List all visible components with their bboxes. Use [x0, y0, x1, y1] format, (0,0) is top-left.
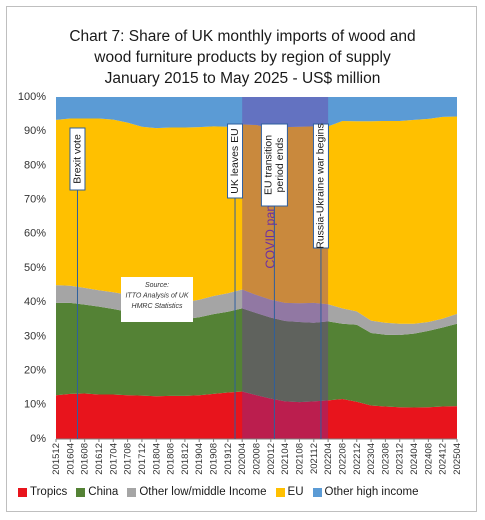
legend-swatch-other-low-middle: [127, 487, 137, 497]
x-tick-label-9: 201812: [180, 443, 191, 475]
legend-swatch-other-high: [312, 487, 322, 497]
x-tick-label-21: 202212: [352, 443, 363, 475]
x-tick-label-27: 202412: [438, 443, 449, 475]
y-tick-1: 10%: [24, 399, 46, 411]
x-tick-label-7: 201804: [151, 443, 162, 475]
title-line-3: January 2015 to May 2025 - US$ million: [104, 70, 381, 87]
x-tick-label-6: 201712: [137, 443, 148, 475]
legend-label-tropics: Tropics: [30, 486, 68, 498]
x-tick-label-11: 201908: [209, 443, 220, 475]
x-tick-label-22: 202304: [366, 443, 377, 475]
x-tick-label-20: 202208: [337, 443, 348, 475]
x-tick-label-13: 202004: [237, 443, 248, 475]
x-tick-label-12: 201912: [223, 443, 234, 475]
x-tick-label-1: 201604: [65, 443, 76, 475]
x-tick-label-15: 202012: [266, 443, 277, 475]
x-tick-label-2: 201608: [80, 443, 91, 475]
x-tick-label-23: 202308: [380, 443, 391, 475]
event-label-transition-0: EU transition: [262, 135, 274, 195]
event-box-leaves: [227, 123, 244, 199]
x-tick-label-10: 201904: [194, 443, 205, 475]
legend-swatch-tropics: [18, 487, 27, 497]
source-box: [121, 277, 193, 322]
area-other-low-middle-income: [56, 285, 457, 336]
area-eu: [56, 116, 457, 324]
x-tick-label-25: 202404: [409, 443, 420, 475]
legend-swatch-china: [76, 487, 86, 497]
x-tick-label-3: 201612: [94, 443, 105, 475]
x-tick-label-0: 201512: [51, 443, 62, 475]
y-tick-8: 80%: [24, 159, 46, 171]
y-tick-3: 30%: [24, 330, 46, 342]
axes: 0%10%20%30%40%50%60%70%80%90%100%201512 2…: [18, 91, 463, 475]
legend-label-china: China: [88, 486, 119, 498]
x-tick-label-17: 202108: [294, 443, 305, 475]
legend-item-other-low-middle: Other low/middle Income: [127, 486, 267, 498]
event-box-brexit: [69, 127, 86, 191]
annotations: Brexit vote UK leaves EU EU transition peri…: [69, 123, 329, 439]
legend: Tropics China Other low/middle Income EU…: [18, 486, 478, 498]
x-tick-label-24: 202312: [395, 443, 406, 475]
area-china: [56, 302, 457, 408]
legend-label-other-low-middle: Other low/middle Income: [139, 486, 267, 498]
y-tick-10: 100%: [18, 91, 46, 103]
event-box-war: [312, 123, 329, 249]
y-tick-9: 90%: [24, 125, 46, 137]
y-tick-7: 70%: [24, 194, 46, 206]
source-line-0: Source:: [145, 282, 169, 289]
x-tick-label-14: 202008: [252, 443, 263, 475]
source-line-2: HMRC Statistics: [132, 303, 183, 310]
event-label-leaves-0: UK leaves EU: [229, 128, 241, 193]
chart-title: Chart 7: Share of UK monthly imports of …: [0, 26, 485, 89]
area-other-high-income: [56, 97, 457, 129]
legend-label-other-high: Other high income: [324, 486, 419, 498]
x-tick-label-5: 201708: [123, 443, 134, 475]
event-box-transition: [260, 123, 288, 207]
y-tick-4: 40%: [24, 296, 46, 308]
y-tick-0: 0%: [30, 433, 46, 445]
x-tick-label-4: 201704: [108, 443, 119, 475]
event-label-brexit-0: Brexit vote: [71, 134, 83, 184]
title-line-1: Chart 7: Share of UK monthly imports of …: [69, 28, 416, 45]
x-tick-label-16: 202104: [280, 443, 291, 475]
area-tropics: [56, 391, 457, 439]
legend-item-eu: EU: [275, 486, 304, 498]
event-label-war-0: Russia-Ukraine war begins: [315, 123, 327, 248]
y-tick-6: 60%: [24, 228, 46, 240]
y-tick-5: 50%: [24, 262, 46, 274]
legend-item-other-high: Other high income: [312, 486, 419, 498]
x-tick-label-26: 202408: [423, 443, 434, 475]
x-tick-label-8: 201808: [166, 443, 177, 475]
x-tick-label-28: 202504: [452, 443, 463, 475]
source-line-1: ITTO Analysis of UK: [125, 293, 188, 300]
legend-swatch-eu: [275, 487, 285, 497]
event-label-transition-1: period ends: [274, 138, 286, 193]
x-tick-label-18: 202112: [309, 443, 320, 474]
title-line-2: wood furniture products by region of sup…: [94, 49, 391, 66]
legend-item-china: China: [76, 486, 118, 498]
legend-item-tropics: Tropics: [18, 486, 67, 498]
legend-label-eu: EU: [287, 486, 304, 498]
area-layers: [56, 97, 457, 439]
y-tick-2: 20%: [24, 365, 46, 377]
x-tick-label-19: 202204: [323, 443, 334, 475]
